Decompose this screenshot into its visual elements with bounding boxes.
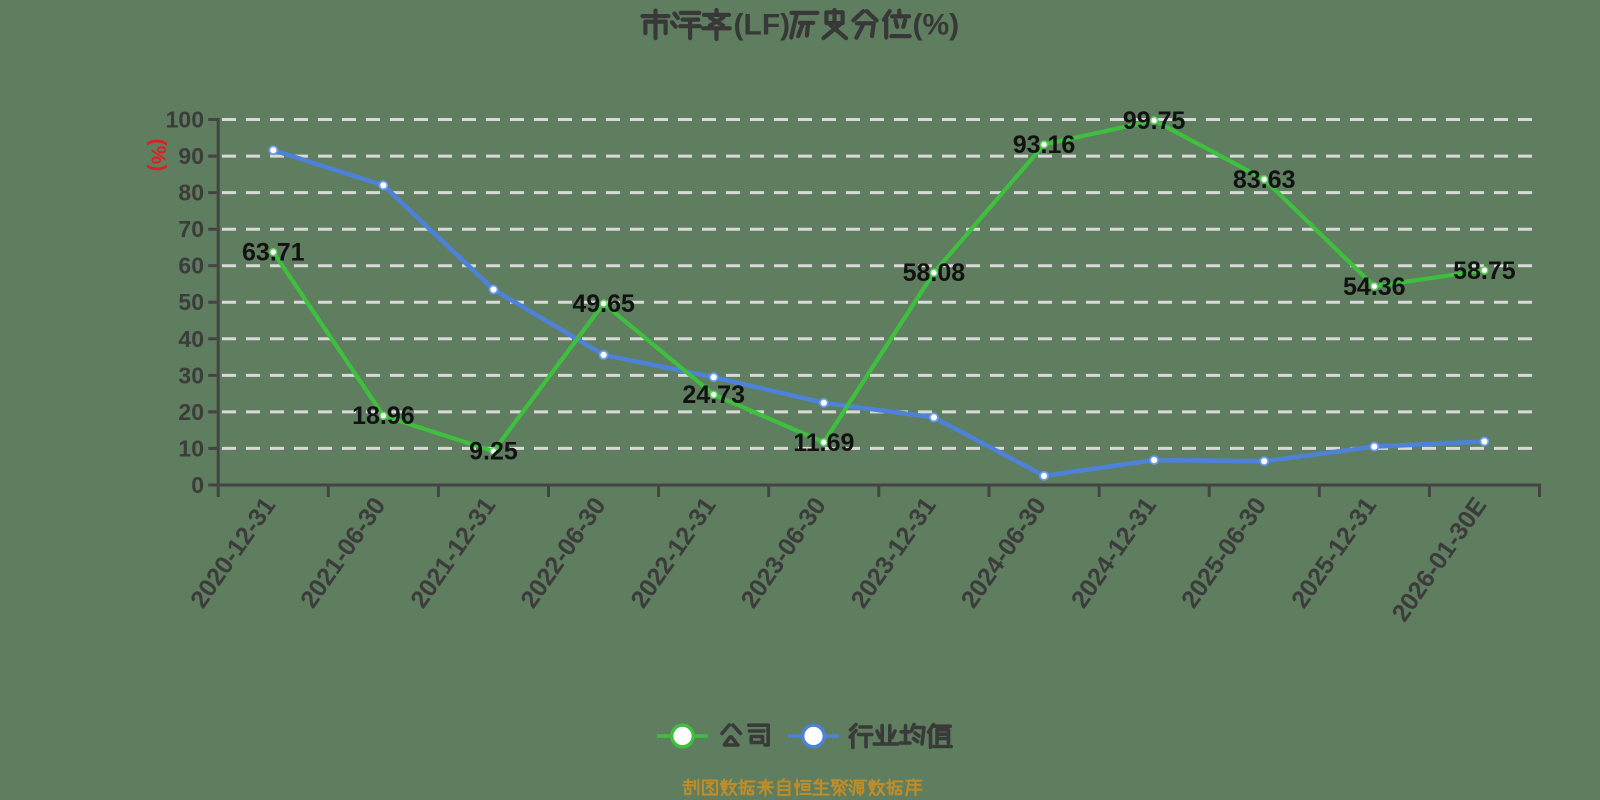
svg-text:9.25: 9.25 — [469, 438, 518, 466]
svg-text:63.71: 63.71 — [242, 239, 305, 267]
svg-text:11.69: 11.69 — [793, 429, 854, 457]
svg-text:2023-12-31: 2023-12-31 — [846, 492, 942, 613]
svg-text:70: 70 — [178, 216, 204, 242]
svg-text:2020-12-31: 2020-12-31 — [185, 492, 281, 613]
svg-text:90: 90 — [178, 143, 204, 169]
svg-text:10: 10 — [178, 435, 204, 461]
svg-text:2023-06-30: 2023-06-30 — [735, 492, 831, 613]
svg-text:58.08: 58.08 — [903, 259, 966, 287]
svg-text:100: 100 — [166, 107, 204, 133]
svg-text:18.96: 18.96 — [352, 402, 415, 430]
svg-text:2022-12-31: 2022-12-31 — [625, 492, 721, 613]
svg-text:49.65: 49.65 — [572, 290, 635, 318]
svg-text:80: 80 — [178, 180, 204, 206]
svg-text:30: 30 — [178, 362, 204, 388]
svg-text:60: 60 — [178, 253, 204, 279]
svg-text:58.75: 58.75 — [1453, 257, 1516, 285]
svg-text:83.63: 83.63 — [1233, 166, 1296, 194]
svg-text:24.73: 24.73 — [682, 381, 745, 409]
svg-text:2026-01-30E: 2026-01-30E — [1386, 492, 1492, 626]
svg-text:54.36: 54.36 — [1343, 273, 1406, 301]
svg-text:(%): (%) — [913, 9, 960, 42]
svg-text:2021-06-30: 2021-06-30 — [295, 492, 391, 613]
svg-text:2024-12-31: 2024-12-31 — [1066, 492, 1162, 613]
svg-text:(%): (%) — [146, 139, 169, 172]
svg-text:40: 40 — [178, 326, 204, 352]
svg-text:2021-12-31: 2021-12-31 — [405, 492, 501, 613]
svg-text:2024-06-30: 2024-06-30 — [956, 492, 1052, 613]
svg-text:93.16: 93.16 — [1013, 131, 1076, 159]
svg-text:50: 50 — [178, 289, 204, 315]
svg-text:(LF): (LF) — [734, 9, 791, 42]
svg-text:20: 20 — [178, 399, 204, 425]
svg-text:2025-12-31: 2025-12-31 — [1286, 492, 1382, 613]
svg-text:2022-06-30: 2022-06-30 — [515, 492, 611, 613]
svg-text:99.75: 99.75 — [1123, 107, 1186, 135]
svg-text:0: 0 — [191, 472, 204, 498]
svg-text:2025-06-30: 2025-06-30 — [1176, 492, 1272, 613]
